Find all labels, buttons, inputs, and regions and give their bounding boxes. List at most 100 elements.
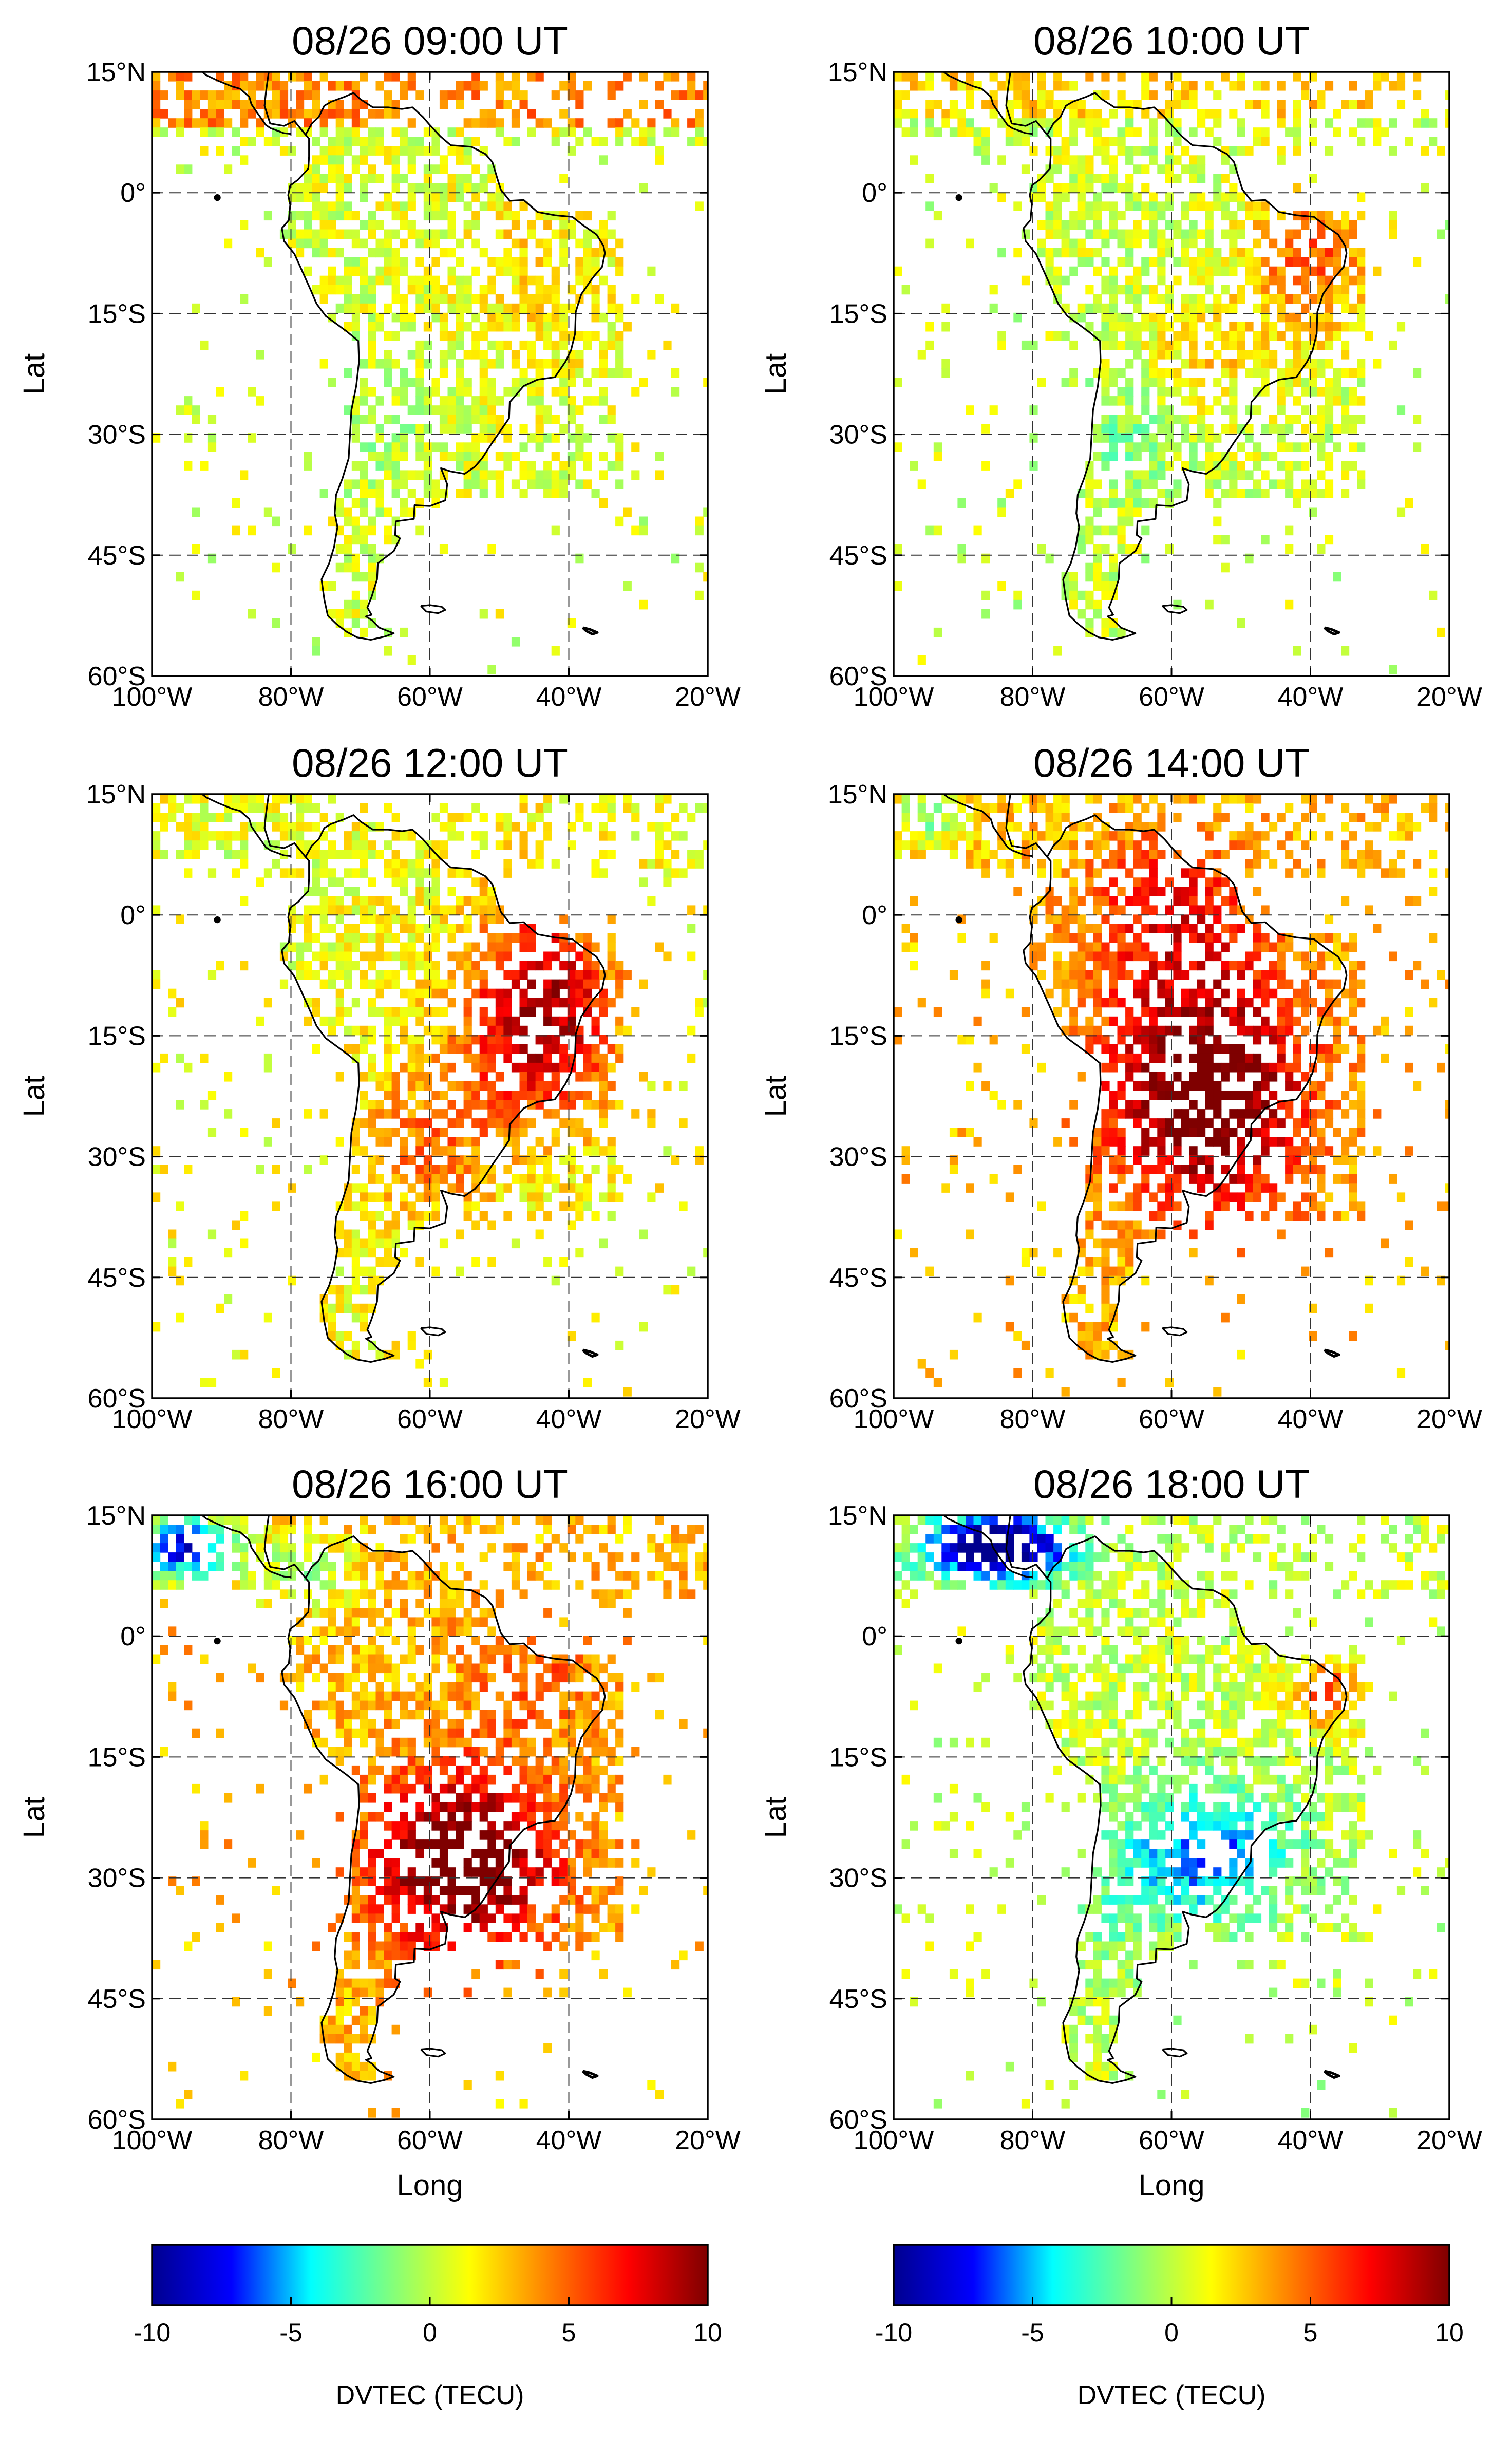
dvtec-cell [1213,433,1222,443]
dvtec-cell [1197,933,1206,943]
dvtec-cell [1405,896,1413,906]
dvtec-cell [431,405,440,415]
dvtec-cell [1229,489,1238,498]
dvtec-cell [1301,378,1310,387]
dvtec-cell [1277,81,1286,91]
dvtec-cell [1325,433,1334,443]
dvtec-cell [1005,127,1014,137]
dvtec-cell [400,378,408,387]
dvtec-cell [1149,368,1158,378]
dvtec-cell [1173,1146,1182,1156]
dvtec-cell [351,590,360,600]
dvtec-cell [1293,646,1301,656]
dvtec-cell [1389,211,1397,221]
dvtec-cell [328,109,336,119]
dvtec-cell [1109,322,1118,332]
dvtec-cell [527,1072,536,1082]
dvtec-cell [391,248,400,258]
dvtec-cell [1285,127,1294,137]
dvtec-cell [679,868,688,878]
dvtec-cell [1341,1211,1350,1220]
dvtec-cell [423,127,432,137]
dvtec-cell [687,905,696,915]
dvtec-cell [1309,415,1317,424]
dvtec-cell [407,1340,416,1350]
dvtec-cell [415,850,424,859]
dvtec-cell [360,1312,368,1323]
dvtec-cell [1253,350,1262,360]
dvtec-cell [431,378,440,387]
dvtec-cell [1413,257,1422,267]
dvtec-cell [535,294,544,304]
dvtec-cell [519,294,528,304]
dvtec-cell [360,1248,368,1258]
dvtec-cell [360,1100,368,1110]
dvtec-cell [671,90,680,100]
dvtec-cell [1317,1183,1326,1193]
dvtec-cell [152,433,161,443]
dvtec-cell [479,285,488,295]
lon-tick-label: 100°W [112,682,193,712]
dvtec-cell [1157,850,1166,859]
dvtec-cell [152,81,161,91]
dvtec-cell [487,359,496,369]
dvtec-cell [431,387,440,397]
dvtec-cell [519,303,528,313]
dvtec-cell [1189,155,1198,165]
dvtec-cell [1237,1091,1245,1100]
dvtec-cell [1396,813,1406,822]
dvtec-cell [384,1248,392,1258]
dvtec-cell [623,322,632,332]
dvtec-cell [933,840,942,850]
dvtec-cell [1141,183,1150,193]
dvtec-cell [384,275,392,286]
dvtec-cell [543,405,552,415]
dvtec-cell [328,850,336,859]
dvtec-cell [1149,415,1158,424]
dvtec-cell [312,174,320,183]
dvtec-cell [487,1220,496,1230]
dvtec-cell [375,1100,384,1110]
dvtec-cell [360,905,368,915]
dvtec-cell [925,813,934,822]
dvtec-cell [1237,461,1245,471]
dvtec-cell [1045,220,1054,230]
dvtec-cell [1285,1081,1294,1091]
dvtec-cell [335,285,344,295]
dvtec-cell [1261,988,1270,999]
dvtec-cell [917,479,926,489]
dvtec-cell [559,961,568,971]
dvtec-cell [1165,174,1174,183]
dvtec-cell [312,887,320,896]
dvtec-cell [312,183,320,193]
dvtec-cell [1245,201,1254,211]
dvtec-cell [1333,424,1341,434]
dvtec-cell [639,72,648,82]
dvtec-cell [1325,1248,1334,1258]
dvtec-cell [1437,229,1445,239]
dvtec-cell [360,1118,368,1128]
dvtec-cell [1317,1128,1326,1137]
dvtec-cell [1205,1053,1214,1063]
dvtec-cell [1277,100,1286,109]
dvtec-cell [1117,340,1126,350]
dvtec-cell [607,933,616,943]
dvtec-cell [1077,201,1086,211]
dvtec-cell [447,340,456,350]
dvtec-cell [989,303,998,313]
dvtec-cell [439,1238,448,1249]
dvtec-cell [431,192,440,202]
dvtec-cell [1205,599,1214,610]
dvtec-cell [495,988,504,999]
dvtec-cell [479,1081,488,1091]
dvtec-cell [335,155,344,165]
dvtec-cell [360,155,368,165]
dvtec-cell [910,961,918,971]
lat-tick-label: 15°S [88,299,146,329]
dvtec-cell [1037,951,1046,962]
dvtec-cell [583,1062,592,1073]
dvtec-cell [1085,1016,1094,1026]
dvtec-cell [1365,90,1373,100]
dvtec-cell [423,1053,432,1063]
dvtec-cell [543,822,552,832]
